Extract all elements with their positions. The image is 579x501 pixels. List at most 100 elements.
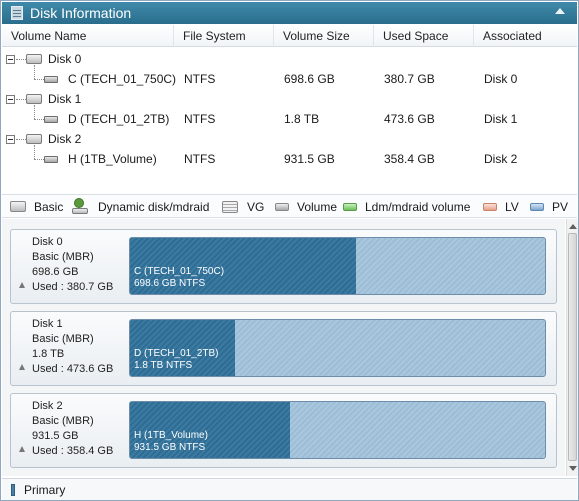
volume-partition-bar[interactable]: C (TECH_01_750C) 698.6 GB NTFS (129, 237, 546, 295)
legend-vg: VG (222, 195, 264, 219)
disk-type: Basic (MBR) (32, 415, 94, 427)
volume-size: 931.5 GB (284, 152, 335, 166)
legend-bar: Basic Dynamic disk/mdraid VG Volume Ldm/… (2, 194, 577, 218)
primary-partition-swatch (11, 484, 15, 496)
volume-size: 1.8 TB (284, 112, 320, 126)
tree-row-volume[interactable]: H (1TB_Volume) NTFS 931.5 GB 358.4 GB Di… (2, 145, 577, 169)
partition-label: H (1TB_Volume) 931.5 GB NTFS (134, 430, 208, 454)
legend-basic: Basic (10, 195, 63, 219)
file-system: NTFS (184, 72, 216, 86)
partition-name: H (1TB_Volume) (134, 430, 208, 441)
legend-label: VG (247, 200, 265, 214)
disk-icon (26, 134, 42, 144)
file-system: NTFS (184, 112, 216, 126)
disk-panel[interactable]: Disk 1 Basic (MBR) 1.8 TB Used : 473.6 G… (10, 311, 557, 386)
associated-disk: Disk 1 (484, 112, 518, 126)
disk-used: Used : 473.6 GB (32, 363, 114, 375)
used-space: 358.4 GB (384, 152, 435, 166)
column-associated[interactable]: Associated (483, 29, 542, 43)
legend-lv: LV (483, 195, 519, 219)
disk-size: 931.5 GB (32, 430, 79, 442)
partition-info: 931.5 GB NTFS (134, 442, 206, 453)
disk-name: Disk 0 (32, 236, 63, 248)
legend-label: PV (552, 200, 569, 214)
disk-size: 1.8 TB (32, 348, 65, 360)
disk-icon (26, 54, 42, 64)
disk-map-area[interactable]: Disk 0 Basic (MBR) 698.6 GB Used : 380.7… (2, 219, 565, 476)
disk-info: Disk 1 Basic (MBR) 1.8 TB Used : 473.6 G… (32, 317, 113, 377)
partition-info: 1.8 TB NTFS (134, 360, 193, 371)
disk-info: Disk 2 Basic (MBR) 931.5 GB Used : 358.4… (32, 399, 113, 459)
collapse-toggle-icon[interactable] (6, 95, 15, 104)
legend-volume: Volume (275, 195, 337, 219)
volume-name: H (1TB_Volume) (68, 152, 157, 166)
volume-icon (44, 116, 58, 123)
window-title: Disk Information (30, 5, 132, 21)
disk-name: Disk 1 (48, 92, 82, 106)
volume-tree: Disk 0 C (TECH_01_750C) NTFS 698.6 GB 38… (2, 48, 577, 192)
legend-label: LV (505, 200, 519, 214)
used-arrow-icon (19, 364, 25, 370)
vg-icon (222, 201, 238, 213)
disk-name: Disk 2 (48, 132, 82, 146)
legend-label: Ldm/mdraid volume (365, 200, 471, 214)
scroll-down-arrow-icon[interactable] (569, 466, 577, 471)
column-volume-size[interactable]: Volume Size (274, 25, 374, 47)
legend-label: Basic (34, 200, 64, 214)
column-file-system[interactable]: File System (174, 25, 274, 47)
partition-label: C (TECH_01_750C) 698.6 GB NTFS (134, 266, 224, 290)
used-space: 380.7 GB (384, 72, 435, 86)
status-bar: Primary (2, 478, 577, 500)
title-bar[interactable]: Disk Information (2, 2, 577, 24)
scrollbar-thumb[interactable] (568, 233, 577, 461)
legend-label: Volume (297, 200, 338, 214)
ldm-volume-swatch (343, 203, 357, 211)
disk-type: Basic (MBR) (32, 251, 94, 263)
volume-swatch (275, 203, 289, 211)
disk-name: Disk 1 (32, 318, 63, 330)
volume-name: C (TECH_01_750C) (68, 72, 177, 86)
volume-partition-bar[interactable]: H (1TB_Volume) 931.5 GB NTFS (129, 401, 546, 459)
column-volume-name[interactable]: Volume Name (2, 25, 174, 47)
column-used-space[interactable]: Used Space (374, 25, 474, 47)
legend-pv: PV (530, 195, 568, 219)
partition-info: 698.6 GB NTFS (134, 278, 206, 289)
disk-size: 698.6 GB (32, 266, 79, 278)
volume-partition-bar[interactable]: D (TECH_01_2TB) 1.8 TB NTFS (129, 319, 546, 377)
collapse-toggle-icon[interactable] (6, 55, 15, 64)
partition-label: D (TECH_01_2TB) 1.8 TB NTFS (134, 348, 218, 372)
partition-name: C (TECH_01_750C) (134, 266, 225, 277)
disk-used: Used : 380.7 GB (32, 281, 114, 293)
disk-info: Disk 0 Basic (MBR) 698.6 GB Used : 380.7… (32, 235, 113, 295)
file-system: NTFS (184, 152, 216, 166)
associated-disk: Disk 2 (484, 152, 518, 166)
vertical-scrollbar[interactable] (566, 219, 578, 476)
disk-used: Used : 358.4 GB (32, 445, 114, 457)
disk-panel[interactable]: Disk 0 Basic (MBR) 698.6 GB Used : 380.7… (10, 229, 557, 304)
tree-row-disk[interactable]: Disk 1 (2, 89, 577, 109)
volume-icon (44, 76, 58, 83)
disk-panel[interactable]: Disk 2 Basic (MBR) 931.5 GB Used : 358.4… (10, 393, 557, 468)
basic-disk-icon (10, 201, 26, 212)
used-space: 473.6 GB (384, 112, 435, 126)
volume-icon (44, 156, 58, 163)
tree-row-disk[interactable]: Disk 0 (2, 49, 577, 69)
tree-row-volume[interactable]: D (TECH_01_2TB) NTFS 1.8 TB 473.6 GB Dis… (2, 105, 577, 129)
tree-row-disk[interactable]: Disk 2 (2, 129, 577, 149)
partition-name: D (TECH_01_2TB) (134, 348, 219, 359)
legend-dynamic-disk: Dynamic disk/mdraid (72, 195, 209, 219)
collapse-toggle-icon[interactable] (6, 135, 15, 144)
lv-swatch (483, 203, 497, 211)
tree-row-volume[interactable]: C (TECH_01_750C) NTFS 698.6 GB 380.7 GB … (2, 65, 577, 89)
legend-ldm-volume: Ldm/mdraid volume (343, 195, 470, 219)
used-arrow-icon (19, 282, 25, 288)
collapse-icon[interactable] (555, 8, 565, 14)
pv-swatch (530, 203, 544, 211)
disk-icon (26, 94, 42, 104)
disk-info-icon (11, 6, 23, 20)
scroll-up-arrow-icon[interactable] (569, 224, 577, 229)
used-space-fill (130, 320, 235, 376)
disk-name: Disk 0 (48, 52, 82, 66)
table-header: Volume Name File System Volume Size Used… (2, 25, 577, 47)
